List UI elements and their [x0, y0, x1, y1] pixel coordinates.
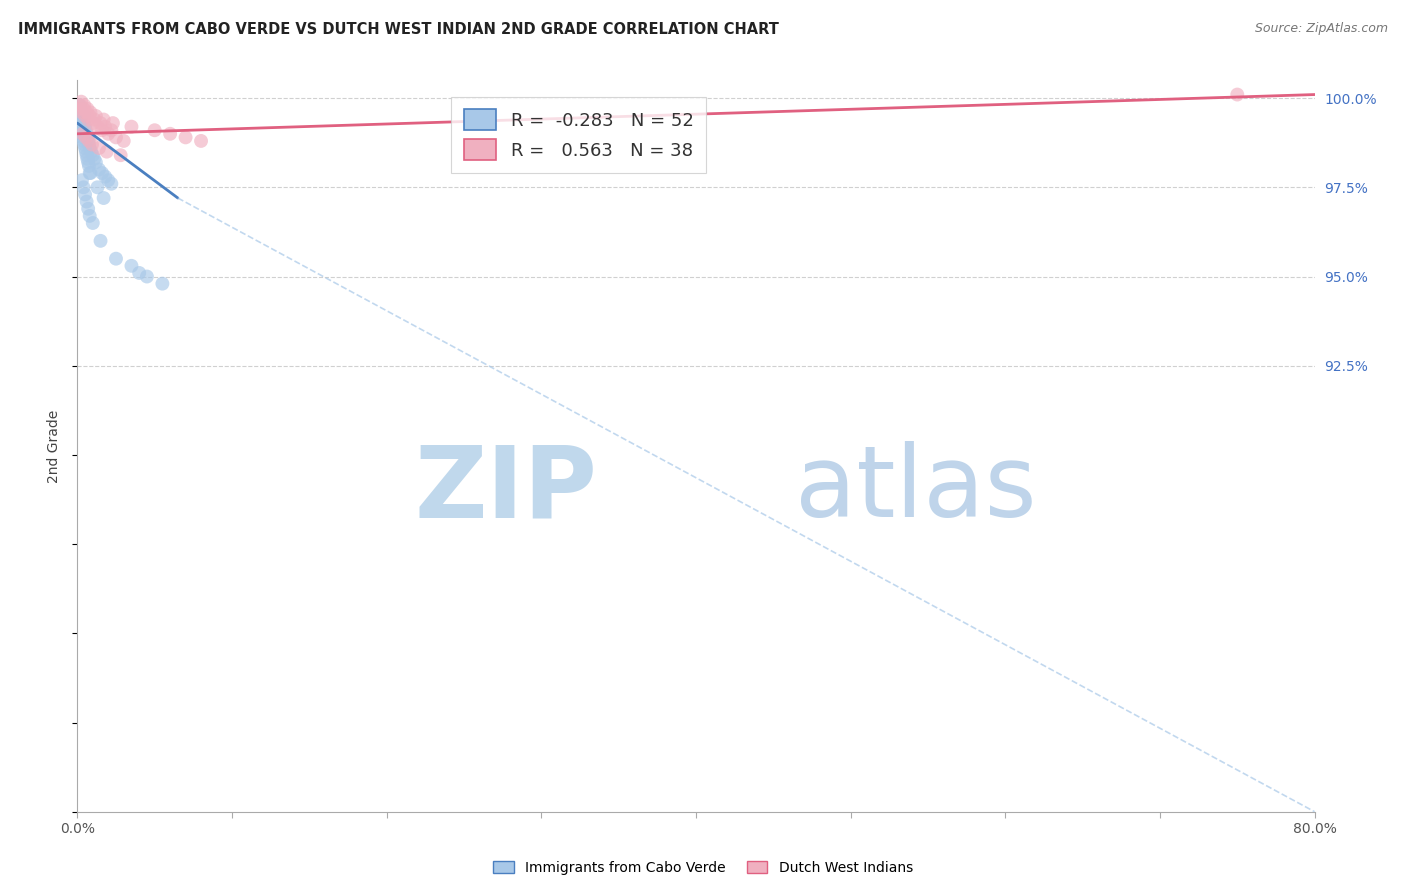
Point	[79, 209, 101, 223]
Point	[97, 173, 120, 187]
Point	[72, 134, 94, 148]
Point	[73, 137, 96, 152]
Point	[121, 120, 143, 134]
Point	[75, 187, 96, 202]
Point	[82, 148, 104, 162]
Point	[112, 134, 135, 148]
Point	[72, 180, 94, 194]
Point	[79, 166, 101, 180]
Point	[84, 155, 107, 169]
Point	[105, 130, 127, 145]
Point	[97, 127, 120, 141]
Point	[69, 98, 91, 112]
Point	[84, 109, 107, 123]
Point	[87, 162, 110, 177]
Point	[77, 137, 100, 152]
Point	[93, 191, 115, 205]
Point	[121, 259, 143, 273]
Point	[77, 202, 100, 216]
Point	[90, 234, 112, 248]
Point	[83, 112, 105, 127]
Point	[91, 123, 114, 137]
Y-axis label: 2nd Grade: 2nd Grade	[48, 409, 62, 483]
Point	[82, 116, 104, 130]
Point	[105, 252, 127, 266]
Point	[75, 145, 97, 159]
Point	[86, 180, 108, 194]
Point	[1226, 87, 1249, 102]
Point	[72, 102, 94, 116]
Point	[143, 123, 166, 137]
Point	[76, 152, 98, 166]
Point	[76, 102, 98, 116]
Point	[77, 159, 100, 173]
Point	[79, 109, 101, 123]
Point	[70, 105, 93, 120]
Point	[76, 194, 98, 209]
Point	[72, 112, 94, 127]
Point	[76, 130, 98, 145]
Point	[77, 112, 100, 127]
Point	[75, 130, 97, 145]
Point	[77, 134, 100, 148]
Point	[100, 123, 122, 137]
Point	[86, 120, 108, 134]
Point	[128, 266, 150, 280]
Point	[70, 105, 93, 120]
Point	[76, 105, 98, 120]
Point	[159, 127, 181, 141]
Text: ZIP: ZIP	[415, 442, 598, 539]
Point	[79, 166, 101, 180]
Point	[96, 145, 118, 159]
Point	[94, 120, 117, 134]
Point	[69, 102, 91, 116]
Point	[136, 269, 159, 284]
Point	[174, 130, 197, 145]
Legend: R =  -0.283   N = 52, R =   0.563   N = 38: R = -0.283 N = 52, R = 0.563 N = 38	[451, 96, 706, 173]
Point	[91, 166, 114, 180]
Point	[100, 177, 122, 191]
Point	[152, 277, 174, 291]
Point	[93, 112, 115, 127]
Point	[77, 134, 100, 148]
Point	[80, 145, 103, 159]
Point	[190, 134, 212, 148]
Point	[110, 148, 132, 162]
Point	[76, 148, 98, 162]
Point	[101, 116, 124, 130]
Point	[69, 102, 91, 116]
Point	[70, 173, 93, 187]
Point	[82, 216, 104, 230]
Point	[87, 141, 110, 155]
Point	[79, 105, 101, 120]
Point	[70, 123, 93, 137]
Point	[69, 98, 91, 112]
Point	[70, 127, 93, 141]
Point	[94, 169, 117, 184]
Point	[79, 141, 101, 155]
Point	[72, 127, 94, 141]
Point	[83, 152, 105, 166]
Point	[72, 130, 94, 145]
Point	[90, 116, 112, 130]
Text: Source: ZipAtlas.com: Source: ZipAtlas.com	[1254, 22, 1388, 36]
Legend: Immigrants from Cabo Verde, Dutch West Indians: Immigrants from Cabo Verde, Dutch West I…	[488, 855, 918, 880]
Point	[69, 116, 91, 130]
Text: IMMIGRANTS FROM CABO VERDE VS DUTCH WEST INDIAN 2ND GRADE CORRELATION CHART: IMMIGRANTS FROM CABO VERDE VS DUTCH WEST…	[18, 22, 779, 37]
Point	[70, 95, 93, 109]
Point	[75, 141, 96, 155]
Point	[73, 109, 96, 123]
Point	[80, 137, 103, 152]
Point	[75, 109, 96, 123]
Point	[76, 127, 98, 141]
Text: atlas: atlas	[794, 442, 1036, 539]
Point	[70, 109, 93, 123]
Point	[75, 120, 96, 134]
Point	[77, 155, 100, 169]
Point	[75, 123, 97, 137]
Point	[72, 116, 94, 130]
Point	[73, 98, 96, 112]
